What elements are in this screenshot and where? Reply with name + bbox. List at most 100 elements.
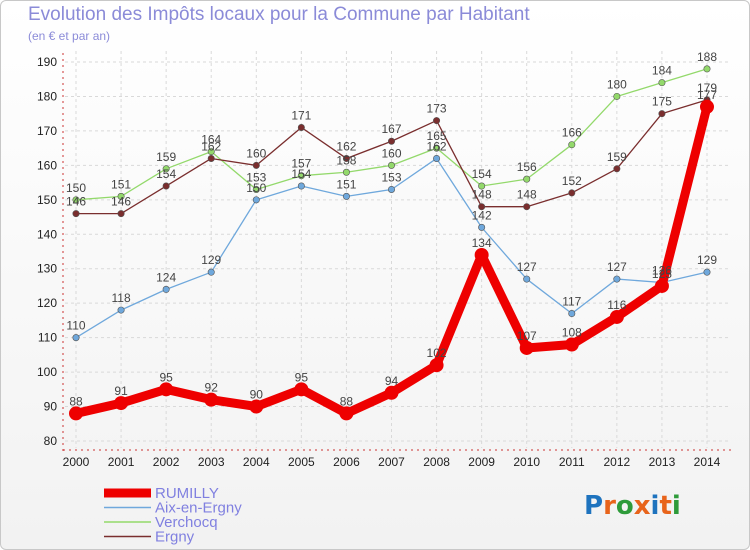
logo-letter: P: [584, 491, 604, 521]
data-point: [342, 192, 350, 200]
data-point: [339, 406, 354, 421]
data-label: 129: [697, 253, 717, 267]
logo-letter: i: [671, 491, 681, 521]
data-point: [162, 182, 170, 190]
data-point: [478, 223, 486, 231]
data-label: 108: [562, 326, 582, 340]
data-label: 157: [291, 157, 311, 171]
x-tick-label: 2008: [423, 455, 450, 469]
data-point: [72, 210, 80, 218]
chart-subtitle: (en € et par an): [28, 29, 111, 43]
data-point: [72, 196, 80, 204]
x-tick-label: 2006: [333, 455, 360, 469]
data-point: [387, 161, 395, 169]
data-label: 184: [652, 64, 672, 78]
data-point: [297, 182, 305, 190]
data-point: [613, 165, 621, 173]
y-tick-label: 160: [37, 158, 57, 172]
data-point: [114, 396, 129, 411]
data-point: [297, 172, 305, 180]
data-label: 180: [607, 77, 627, 91]
data-label: 171: [291, 108, 311, 122]
data-label: 158: [336, 153, 356, 167]
data-point: [252, 196, 260, 204]
data-label: 151: [336, 177, 356, 191]
legend-label: Ergny: [155, 529, 195, 546]
data-point: [117, 192, 125, 200]
legend-label: RUMILLY: [155, 485, 219, 502]
data-point: [294, 382, 309, 397]
data-label: 95: [159, 370, 173, 384]
data-label: 94: [385, 374, 399, 388]
data-point: [252, 185, 260, 193]
data-label: 148: [517, 188, 537, 202]
data-label: 164: [201, 133, 221, 147]
data-point: [387, 185, 395, 193]
data-label: 162: [201, 139, 221, 153]
data-label: 165: [427, 129, 447, 143]
x-tick-label: 2003: [198, 455, 225, 469]
data-point: [342, 168, 350, 176]
data-point: [568, 310, 576, 318]
data-point: [162, 285, 170, 293]
data-label: 152: [562, 174, 582, 188]
data-point: [69, 406, 83, 421]
data-label: 167: [381, 122, 401, 136]
grid: [65, 51, 731, 448]
data-label: 146: [66, 195, 86, 209]
data-label: 148: [472, 188, 492, 202]
data-label: 127: [517, 260, 537, 274]
data-label: 159: [607, 150, 627, 164]
data-label: 153: [246, 170, 266, 184]
y-tick-label: 100: [37, 365, 57, 379]
y-tick-label: 80: [44, 434, 58, 448]
data-point: [429, 358, 444, 373]
data-label: 154: [472, 167, 492, 181]
data-point: [568, 189, 576, 197]
data-point: [433, 154, 441, 162]
data-label: 102: [427, 346, 447, 360]
data-label: 88: [340, 394, 354, 408]
logo-letter: t: [659, 491, 672, 521]
data-point: [703, 65, 711, 73]
data-point: [523, 275, 531, 283]
data-point: [613, 92, 621, 100]
data-label: 188: [697, 50, 717, 64]
data-point: [523, 175, 531, 183]
data-label: 154: [291, 167, 311, 181]
data-point: [700, 99, 714, 114]
data-label: 134: [472, 236, 492, 250]
logo-letter: i: [650, 491, 660, 521]
data-label: 179: [697, 81, 717, 95]
data-label: 154: [156, 167, 176, 181]
y-tick-label: 110: [38, 331, 57, 345]
data-point: [478, 203, 486, 211]
y-tick-label: 90: [44, 400, 58, 414]
data-point: [433, 117, 441, 125]
data-point: [478, 182, 486, 190]
data-label: 117: [562, 295, 581, 309]
x-tick-label: 2001: [108, 455, 135, 469]
data-label: 116: [607, 298, 626, 312]
x-tick-label: 2002: [153, 455, 180, 469]
data-point: [162, 165, 170, 173]
data-label: 90: [250, 388, 264, 402]
data-label: 92: [205, 381, 219, 395]
legend-label: Verchocq: [155, 514, 218, 531]
y-tick-label: 190: [37, 55, 57, 69]
data-point: [207, 148, 215, 156]
data-point: [609, 309, 624, 324]
y-tick-label: 130: [37, 262, 57, 276]
data-label: 150: [246, 181, 266, 195]
x-tick-label: 2007: [378, 455, 405, 469]
data-label: 166: [562, 126, 582, 140]
data-point: [159, 382, 174, 397]
data-point: [384, 385, 399, 400]
data-point: [249, 399, 264, 414]
data-label: 151: [111, 177, 131, 191]
proxiti-logo: Proxiti: [584, 491, 681, 521]
data-label: 153: [381, 170, 401, 184]
x-tick-label: 2012: [604, 455, 631, 469]
data-point: [207, 268, 215, 276]
